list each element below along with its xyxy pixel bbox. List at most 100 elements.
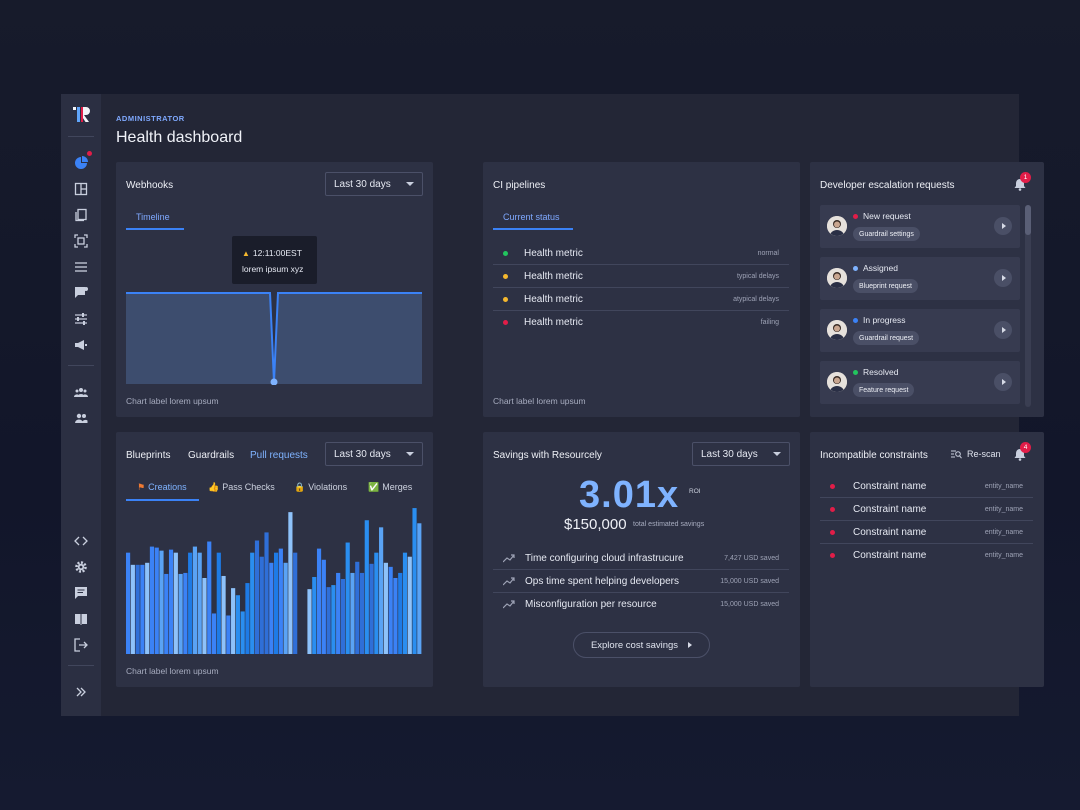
chart-bar [350, 572, 355, 654]
savings-range-select[interactable]: Last 30 days [692, 442, 790, 466]
escalation-item[interactable]: In progress Guardrail request [820, 309, 1020, 352]
chat-icon[interactable] [71, 583, 91, 603]
open-request-button[interactable] [994, 373, 1012, 391]
chart-bar [221, 575, 226, 654]
megaphone-icon[interactable] [71, 335, 91, 355]
book-icon[interactable] [71, 609, 91, 629]
subtab-violations[interactable]: 🔒 Violations [294, 482, 347, 493]
chart-bar [288, 512, 293, 654]
entity-name: entity_name [984, 482, 1023, 490]
webhooks-title: Webhooks [126, 180, 174, 191]
copy-icon[interactable] [71, 205, 91, 225]
gear-icon[interactable] [71, 557, 91, 577]
chart-bar [130, 564, 135, 654]
chevron-right-icon [688, 642, 693, 648]
groups-icon[interactable] [71, 382, 91, 402]
tab-timeline[interactable]: Timeline [126, 212, 184, 230]
chart-bar [307, 589, 312, 654]
list-item[interactable]: Health metric failing [493, 311, 789, 334]
list-item[interactable]: Constraint name entity_name [820, 475, 1033, 498]
list-item-label: Health metric [524, 293, 583, 305]
chart-bar [211, 613, 217, 654]
chart-bar [336, 572, 341, 654]
list-item[interactable]: Constraint name entity_name [820, 498, 1033, 521]
chart-bar [240, 611, 245, 654]
explore-cost-savings-button[interactable]: Explore cost savings [573, 632, 710, 658]
sliders-icon[interactable] [71, 309, 91, 329]
expand-icon[interactable] [71, 682, 91, 702]
logout-icon[interactable] [71, 635, 91, 655]
list-item: Time configuring cloud infrastrucure 7,42… [493, 547, 789, 570]
bell-icon[interactable]: 1 [1014, 172, 1031, 196]
chart-bar [231, 588, 236, 654]
open-request-button[interactable] [994, 269, 1012, 287]
request-status: In progress [863, 315, 906, 325]
open-request-button[interactable] [994, 217, 1012, 235]
chart-bar [226, 615, 231, 654]
webhooks-range-select[interactable]: Last 30 days [325, 172, 423, 196]
total-savings: $150,000 [564, 516, 627, 533]
status-dot [853, 370, 858, 375]
layout-icon[interactable] [71, 179, 91, 199]
escalation-item[interactable]: Resolved Feature request [820, 361, 1020, 404]
list-item[interactable]: Health metric typical delays [493, 265, 789, 288]
subtab-merges[interactable]: ✅ Merges [368, 482, 412, 493]
code-icon[interactable] [71, 531, 91, 551]
webhooks-chart-label: Chart label lorem upsum [126, 396, 219, 406]
guardrails-tab[interactable]: Guardrails [188, 450, 235, 461]
status-dot [853, 214, 858, 219]
feedback-icon[interactable] [71, 283, 91, 303]
chart-bar [250, 552, 255, 654]
subtab-creations[interactable]: ⚑ Creations [126, 482, 199, 501]
list-item-label: Health metric [524, 270, 583, 282]
bell-icon[interactable]: 4 [1014, 442, 1031, 466]
entity-name: entity_name [984, 505, 1023, 513]
chart-bar [326, 587, 331, 654]
chart-bar [264, 532, 269, 654]
pie-chart-icon[interactable] [71, 151, 92, 173]
chart-bar [216, 552, 221, 654]
subtab-label: Merges [382, 482, 413, 492]
chart-bar [345, 542, 350, 654]
people-icon[interactable] [71, 408, 91, 428]
scrollbar[interactable] [1025, 205, 1031, 407]
main-content: ADMINISTRATOR Health dashboard Webhooks … [101, 94, 1044, 716]
list-item[interactable]: Health metric normal [493, 242, 789, 265]
list-item-label: Health metric [524, 317, 583, 328]
chart-bar [293, 552, 298, 654]
list-item[interactable]: Constraint name entity_name [820, 544, 1033, 567]
escalation-item[interactable]: Assigned Blueprint request [820, 257, 1020, 300]
chart-bar [398, 572, 403, 654]
subtab-pass-checks[interactable]: 👍 Pass Checks [208, 482, 275, 493]
tab-current-status[interactable]: Current status [493, 212, 573, 230]
request-status: New request [863, 211, 911, 221]
open-request-button[interactable] [994, 321, 1012, 339]
chevron-down-icon [406, 452, 414, 456]
rescan-button[interactable]: Re-scan [951, 449, 1001, 459]
list-item[interactable]: Constraint name entity_name [820, 521, 1033, 544]
pull-requests-tab[interactable]: Pull requests [250, 450, 308, 461]
list-item: Misconfiguration per resource 15,000 USD … [493, 593, 789, 616]
escalation-item[interactable]: New request Guardrail settings [820, 205, 1020, 248]
chart-bar [259, 556, 264, 654]
subtab-label: Violations [308, 482, 348, 492]
trend-icon [503, 576, 515, 585]
chart-bar [278, 548, 283, 654]
tooltip: ▲ 12:11:00EST lorem ipsum xyz [232, 236, 317, 284]
constraint-name: Constraint name [853, 480, 927, 492]
blueprints-tab[interactable]: Blueprints [126, 450, 171, 461]
request-type-chip: Guardrail settings [853, 227, 920, 241]
chart-bar [388, 566, 393, 654]
status-dot [503, 250, 508, 256]
chart-bar [269, 562, 274, 654]
list-item[interactable]: Health metric atypical delays [493, 288, 789, 311]
chart-bar [407, 556, 412, 654]
status-dot [830, 506, 835, 512]
entity-name: entity_name [984, 528, 1023, 536]
scan-icon[interactable] [71, 231, 91, 251]
chart-bar [283, 562, 288, 654]
list-icon[interactable] [71, 257, 91, 277]
request-status: Resolved [863, 367, 899, 377]
blueprints-range-select[interactable]: Last 30 days [325, 442, 423, 466]
subtab-label: Creations [148, 482, 187, 492]
